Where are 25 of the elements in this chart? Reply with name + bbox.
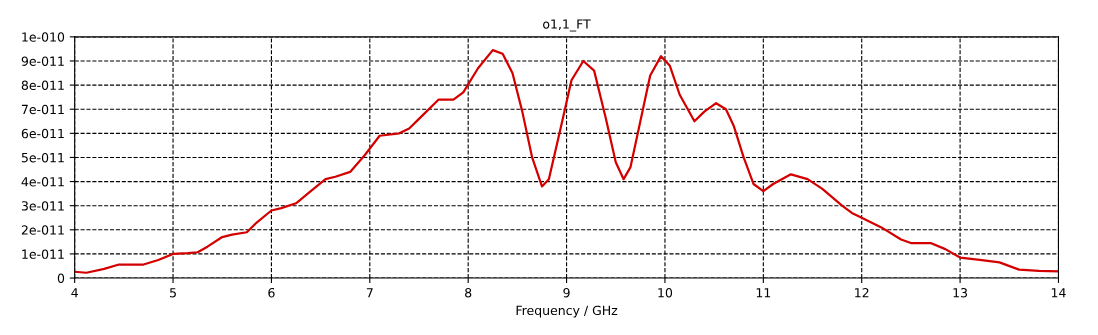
- x-tick-label: 9: [563, 287, 570, 298]
- chart-title: o1,1_FT: [543, 19, 591, 32]
- y-tick-label: 1e-010: [22, 32, 65, 42]
- y-tick-label: 8e-011: [21, 80, 64, 91]
- y-tick-label: 9e-011: [21, 56, 64, 66]
- x-tick-label: 10: [658, 287, 673, 298]
- y-tick-label: 5e-011: [21, 152, 64, 163]
- x-tick-label: 6: [268, 287, 275, 298]
- x-tick-label: 14: [1051, 288, 1066, 298]
- x-tick-label: 13: [953, 287, 968, 298]
- y-tick-label: 6e-011: [21, 128, 64, 139]
- y-tick-label: 2e-011: [21, 225, 64, 235]
- y-tick-label: 1e-011: [22, 249, 64, 259]
- x-tick-label: 4: [71, 288, 78, 298]
- y-tick-label: 3e-011: [21, 201, 64, 211]
- y-tick-label: 0: [57, 273, 65, 283]
- x-tick-label: 12: [855, 287, 869, 298]
- y-tick-label: 4e-011: [21, 177, 64, 187]
- x-tick-label: 11: [756, 288, 771, 298]
- x-tick-label: 5: [170, 288, 176, 298]
- x-tick-label: 7: [366, 288, 373, 298]
- y-tick-label: 7e-011: [21, 104, 64, 115]
- x-axis-title: Frequency / GHz: [516, 305, 618, 318]
- x-tick-label: 8: [465, 287, 472, 298]
- line-series: [74, 49, 1059, 274]
